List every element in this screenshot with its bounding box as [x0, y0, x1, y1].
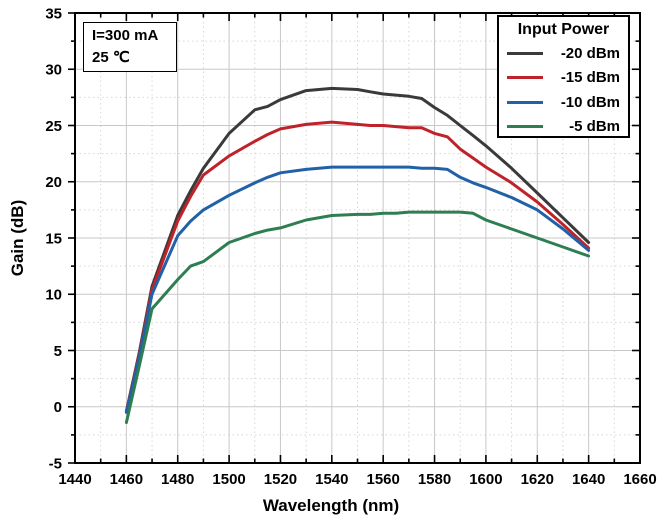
y-axis-title: Gain (dB) [8, 199, 27, 277]
y-tick-label: -5 [49, 455, 62, 472]
series-line [124, 210, 591, 424]
x-tick-label: 1520 [264, 471, 297, 488]
y-tick-label: 35 [45, 5, 62, 22]
legend-title: Input Power [517, 21, 610, 38]
y-tick-label: 20 [45, 174, 62, 191]
legend-line-swatch [507, 100, 543, 104]
x-tick-label: 1580 [418, 471, 451, 488]
legend-item-label: -5 dBm [569, 118, 620, 136]
y-tick-label: 0 [54, 399, 62, 416]
legend-line-swatch [507, 51, 543, 55]
series-line [124, 86, 591, 413]
y-tick-label: 25 [45, 118, 62, 135]
x-tick-label: 1620 [521, 471, 554, 488]
legend-item: -15 dBm [499, 66, 628, 91]
annotation-temperature: 25 ℃ [92, 48, 130, 66]
y-tick-label: 10 [45, 287, 62, 304]
legend-item: -5 dBm [499, 115, 628, 140]
legend-rows: -20 dBm -15 dBm -10 dBm -5 dBm [499, 41, 628, 139]
legend-item: -20 dBm [499, 41, 628, 66]
y-tick-label: 15 [45, 230, 62, 247]
series-line [124, 165, 591, 414]
x-tick-label: 1480 [161, 471, 194, 488]
x-axis-title: Wavelength (nm) [262, 496, 400, 515]
x-tick-label: 1440 [58, 471, 91, 488]
y-tick-label: 30 [45, 62, 62, 79]
legend-line-swatch [507, 76, 543, 80]
legend-item: -10 dBm [499, 90, 628, 115]
legend: Input Power -20 dBm -15 dBm -10 dBm -5 dBm [497, 15, 630, 138]
x-tick-label: 1660 [623, 471, 656, 488]
annotation-current: I=300 mA [92, 27, 159, 44]
legend-item-label: -20 dBm [560, 44, 620, 62]
x-tick-label: 1640 [572, 471, 605, 488]
x-tick-label: 1560 [366, 471, 399, 488]
legend-item-label: -10 dBm [560, 93, 620, 111]
legend-item-label: -15 dBm [560, 69, 620, 87]
y-tick-label: 5 [54, 343, 62, 360]
annotation-box: I=300 mA 25 ℃ [83, 22, 177, 72]
x-tick-label: 1600 [469, 471, 502, 488]
x-tick-label: 1540 [315, 471, 348, 488]
x-tick-label: 1460 [110, 471, 143, 488]
legend-line-swatch [507, 125, 543, 129]
series-line [124, 120, 591, 413]
x-tick-label: 1500 [212, 471, 245, 488]
